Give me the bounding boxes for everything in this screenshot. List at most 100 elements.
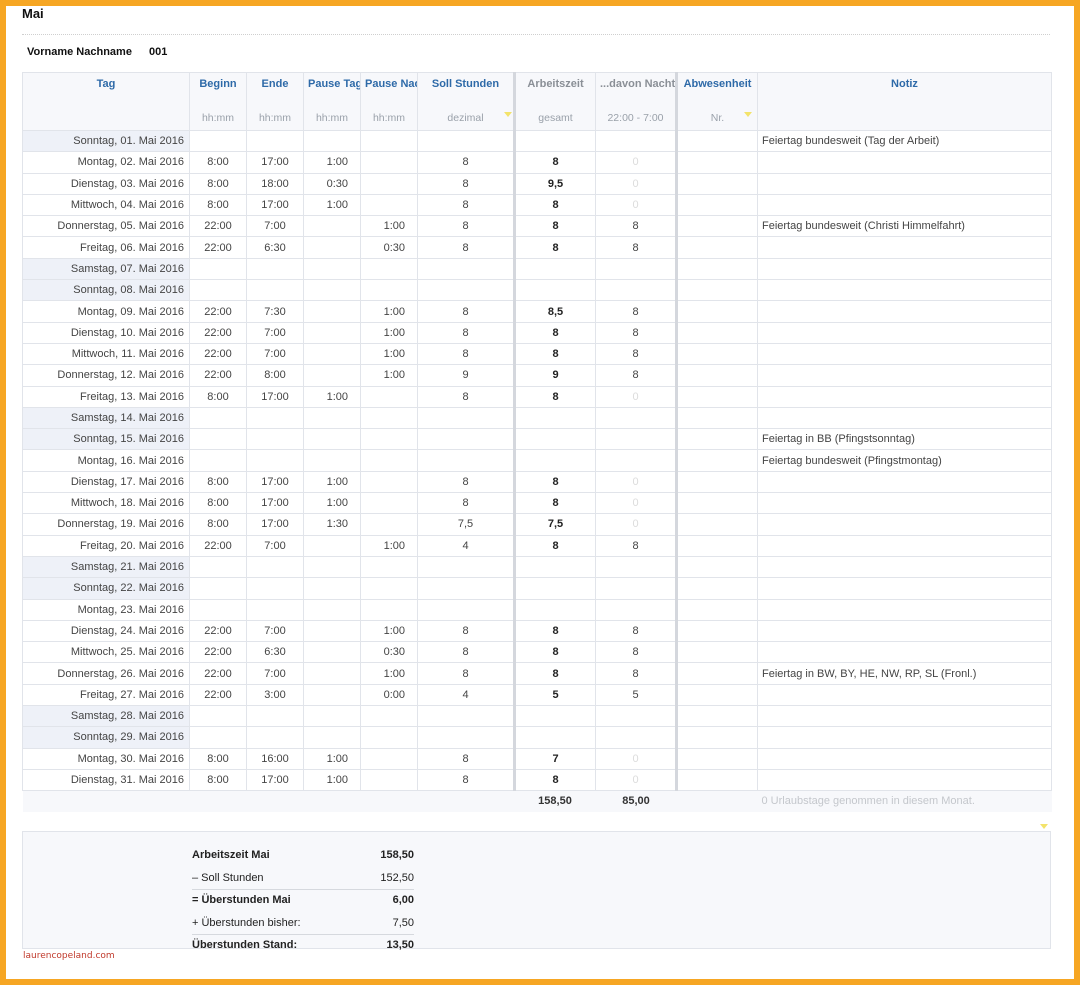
pause-night-cell[interactable]: [360, 577, 418, 600]
note-cell[interactable]: [757, 534, 1052, 557]
pause-night-cell[interactable]: [360, 193, 418, 217]
target-hours-cell[interactable]: [417, 449, 515, 472]
start-time-cell[interactable]: 8:00: [189, 747, 247, 770]
absence-cell[interactable]: [675, 768, 758, 792]
pause-night-cell[interactable]: 1:00: [360, 342, 418, 366]
pause-day-cell[interactable]: 1:30: [303, 513, 361, 536]
start-time-cell[interactable]: 22:00: [189, 641, 247, 664]
end-time-cell[interactable]: 17:00: [246, 470, 304, 494]
employee-id[interactable]: 001: [149, 46, 168, 58]
end-time-cell[interactable]: [246, 257, 304, 281]
end-time-cell[interactable]: [246, 555, 304, 579]
target-hours-cell[interactable]: 8: [417, 193, 515, 217]
pause-night-cell[interactable]: 0:30: [360, 641, 418, 664]
pause-night-cell[interactable]: [360, 428, 418, 451]
absence-cell[interactable]: [675, 321, 758, 344]
absence-cell[interactable]: [675, 342, 758, 366]
pause-day-cell[interactable]: [303, 342, 361, 366]
pause-day-cell[interactable]: 1:00: [303, 492, 361, 515]
pause-day-cell[interactable]: [303, 683, 361, 707]
end-time-cell[interactable]: 7:00: [246, 321, 304, 344]
start-time-cell[interactable]: [189, 279, 247, 302]
start-time-cell[interactable]: 22:00: [189, 321, 247, 344]
start-time-cell[interactable]: 22:00: [189, 683, 247, 707]
pause-day-cell[interactable]: [303, 534, 361, 557]
note-cell[interactable]: [757, 151, 1052, 174]
pause-night-cell[interactable]: [360, 513, 418, 536]
pause-day-cell[interactable]: [303, 705, 361, 728]
note-cell[interactable]: [757, 492, 1052, 515]
end-time-cell[interactable]: [246, 279, 304, 302]
absence-cell[interactable]: [675, 577, 758, 600]
note-cell[interactable]: [757, 768, 1052, 792]
absence-cell[interactable]: [675, 513, 758, 536]
pause-day-cell[interactable]: 0:30: [303, 172, 361, 195]
start-time-cell[interactable]: [189, 257, 247, 281]
target-hours-cell[interactable]: 8: [417, 470, 515, 494]
target-hours-cell[interactable]: 8: [417, 151, 515, 174]
pause-day-cell[interactable]: [303, 406, 361, 430]
pause-night-cell[interactable]: 1:00: [360, 321, 418, 344]
absence-cell[interactable]: [675, 598, 758, 621]
target-hours-cell[interactable]: [417, 279, 515, 302]
note-cell[interactable]: Feiertag in BW, BY, HE, NW, RP, SL (Fron…: [757, 662, 1052, 685]
absence-cell[interactable]: [675, 641, 758, 664]
start-time-cell[interactable]: 8:00: [189, 172, 247, 195]
note-cell[interactable]: [757, 577, 1052, 600]
target-hours-cell[interactable]: 8: [417, 768, 515, 792]
employee-name[interactable]: Vorname Nachname: [27, 46, 132, 58]
end-time-cell[interactable]: [246, 449, 304, 472]
absence-cell[interactable]: [675, 257, 758, 281]
note-cell[interactable]: [757, 385, 1052, 408]
start-time-cell[interactable]: 8:00: [189, 151, 247, 174]
absence-cell[interactable]: [675, 129, 758, 153]
start-time-cell[interactable]: [189, 449, 247, 472]
absence-cell[interactable]: [675, 726, 758, 749]
target-hours-cell[interactable]: [417, 129, 515, 153]
absence-cell[interactable]: [675, 492, 758, 515]
end-time-cell[interactable]: 7:00: [246, 342, 304, 366]
note-cell[interactable]: [757, 513, 1052, 536]
absence-cell[interactable]: [675, 364, 758, 387]
pause-day-cell[interactable]: [303, 257, 361, 281]
note-cell[interactable]: [757, 470, 1052, 494]
absence-cell[interactable]: [675, 428, 758, 451]
target-hours-cell[interactable]: 4: [417, 683, 515, 707]
pause-day-cell[interactable]: 1:00: [303, 193, 361, 217]
note-cell[interactable]: Feiertag bundesweit (Christi Himmelfahrt…: [757, 215, 1052, 238]
note-cell[interactable]: [757, 641, 1052, 664]
absence-cell[interactable]: [675, 747, 758, 770]
start-time-cell[interactable]: 22:00: [189, 619, 247, 643]
pause-night-cell[interactable]: 1:00: [360, 215, 418, 238]
absence-cell[interactable]: [675, 300, 758, 323]
end-time-cell[interactable]: 17:00: [246, 385, 304, 408]
pause-night-cell[interactable]: [360, 151, 418, 174]
target-hours-cell[interactable]: 8: [417, 300, 515, 323]
end-time-cell[interactable]: [246, 428, 304, 451]
start-time-cell[interactable]: 8:00: [189, 470, 247, 494]
pause-day-cell[interactable]: [303, 662, 361, 685]
target-hours-cell[interactable]: 8: [417, 492, 515, 515]
end-time-cell[interactable]: 7:00: [246, 215, 304, 238]
pause-night-cell[interactable]: 1:00: [360, 662, 418, 685]
pause-day-cell[interactable]: 1:00: [303, 151, 361, 174]
pause-day-cell[interactable]: [303, 449, 361, 472]
absence-cell[interactable]: [675, 534, 758, 557]
pause-day-cell[interactable]: [303, 279, 361, 302]
target-hours-cell[interactable]: 8: [417, 215, 515, 238]
end-time-cell[interactable]: 6:30: [246, 236, 304, 259]
start-time-cell[interactable]: [189, 555, 247, 579]
note-cell[interactable]: [757, 619, 1052, 643]
pause-day-cell[interactable]: [303, 321, 361, 344]
target-hours-cell[interactable]: [417, 555, 515, 579]
start-time-cell[interactable]: 8:00: [189, 768, 247, 792]
end-time-cell[interactable]: 7:00: [246, 619, 304, 643]
end-time-cell[interactable]: 8:00: [246, 364, 304, 387]
start-time-cell[interactable]: 8:00: [189, 513, 247, 536]
pause-day-cell[interactable]: [303, 555, 361, 579]
pause-day-cell[interactable]: [303, 726, 361, 749]
note-cell[interactable]: [757, 555, 1052, 579]
end-time-cell[interactable]: 17:00: [246, 151, 304, 174]
pause-day-cell[interactable]: 1:00: [303, 768, 361, 792]
pause-night-cell[interactable]: 0:00: [360, 683, 418, 707]
